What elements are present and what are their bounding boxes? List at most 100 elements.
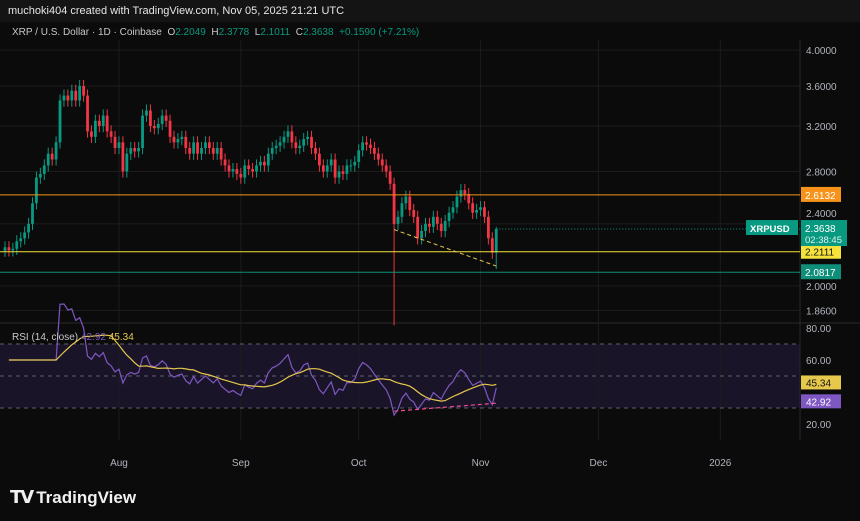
candle-body xyxy=(7,247,11,251)
candle-body xyxy=(160,115,164,124)
candle-body xyxy=(239,173,243,178)
candle-body xyxy=(137,147,141,152)
rsi-tick-label: 60.00 xyxy=(806,356,831,367)
rsi-label-box xyxy=(801,394,841,409)
candle-body xyxy=(380,159,384,166)
candle-body xyxy=(428,223,431,227)
candle-body xyxy=(11,248,15,251)
candle-body xyxy=(78,86,82,101)
symbol-tag: XRPUSD xyxy=(750,224,790,235)
candle-body xyxy=(121,142,125,172)
candle-body xyxy=(19,238,23,242)
rsi-trendline xyxy=(394,402,497,412)
candle-body xyxy=(274,145,278,148)
candle-body xyxy=(215,147,219,154)
candle-body xyxy=(369,144,372,148)
x-tick-label: Aug xyxy=(110,458,128,469)
candle-body xyxy=(471,203,475,213)
symbol-tag-box xyxy=(746,220,798,236)
candle-body xyxy=(255,165,258,172)
candle-body xyxy=(479,207,482,210)
candle-body xyxy=(306,136,310,140)
candle-body xyxy=(125,153,129,172)
candle-body xyxy=(211,147,215,154)
candle-body xyxy=(345,165,349,174)
candle-body xyxy=(486,216,490,239)
candle-body xyxy=(105,115,109,132)
candle-body xyxy=(251,169,254,172)
candle-body xyxy=(117,142,121,148)
x-tick-label: 2026 xyxy=(709,458,732,469)
candle-body xyxy=(62,95,66,101)
candle-body xyxy=(50,153,54,160)
candle-body xyxy=(404,196,408,204)
low-label: L xyxy=(254,27,261,38)
x-tick-label: Sep xyxy=(232,458,250,469)
candle-body xyxy=(66,95,70,101)
candle-body xyxy=(420,231,423,239)
candle-body xyxy=(396,216,400,224)
y-tick-label: 1.8600 xyxy=(806,307,837,318)
rsi-ma-value: 45.34 xyxy=(108,332,134,343)
candle-body xyxy=(483,207,486,217)
candle-body xyxy=(129,147,133,154)
candle-body xyxy=(388,171,392,184)
candle-body xyxy=(219,147,223,160)
candle-body xyxy=(247,165,251,170)
close-label: C xyxy=(295,27,303,38)
candle-body xyxy=(341,171,345,174)
candle-body xyxy=(325,165,329,172)
rsi-title: RSI (14, close) xyxy=(12,332,79,343)
candle-body xyxy=(294,142,298,148)
y-tick-label: 4.0000 xyxy=(806,46,837,57)
candle-body xyxy=(412,209,416,217)
candle-body xyxy=(475,209,478,213)
y-tick-label: 3.6000 xyxy=(806,82,837,93)
candle-body xyxy=(168,120,172,137)
candle-body xyxy=(207,142,211,148)
candle-body xyxy=(35,177,38,204)
candle-body xyxy=(357,150,361,162)
last-price-box xyxy=(801,220,847,247)
price-chart[interactable]: Aug Sep Oct Nov Dec 2026 4.0000 3.6000 3.2000 2.8… xyxy=(0,22,860,502)
candle-body xyxy=(353,161,357,166)
candle-body xyxy=(235,169,239,174)
candle-body xyxy=(361,142,365,151)
candle-body xyxy=(490,238,494,253)
x-tick-label: Nov xyxy=(472,458,490,469)
candle-body xyxy=(42,165,46,174)
high-label: H xyxy=(211,27,219,38)
candle-body xyxy=(424,223,427,232)
candle-body xyxy=(109,131,113,137)
candle-body xyxy=(97,120,101,127)
candle-body xyxy=(400,203,404,217)
candle-body xyxy=(302,139,306,146)
candle-body xyxy=(93,120,97,137)
candle-body xyxy=(54,142,58,160)
last-price-label: 2.3638 xyxy=(805,224,836,235)
chart-caption: muchoki404 created with TradingView.com,… xyxy=(0,0,860,22)
candle-body xyxy=(46,153,50,166)
candle-body xyxy=(3,247,7,251)
candle-body xyxy=(156,123,160,129)
open-label: O xyxy=(167,27,176,38)
candle-body xyxy=(408,196,412,210)
rsi-tick-label: 80.00 xyxy=(806,324,831,335)
candle-body xyxy=(455,196,459,208)
price-label: 2.0817 xyxy=(805,268,836,279)
candle-body xyxy=(15,241,19,249)
candle-body xyxy=(329,159,333,166)
candle-body xyxy=(447,212,451,222)
candle-body xyxy=(243,165,247,178)
candle-body xyxy=(365,142,368,145)
candle-body xyxy=(188,147,192,154)
candle-body xyxy=(431,216,435,227)
candle-body xyxy=(23,232,27,239)
candle-body xyxy=(31,203,34,224)
rsi-ma-axis-label: 45.34 xyxy=(806,378,831,389)
high-value: 2.3778 xyxy=(218,27,250,38)
candle-body xyxy=(310,136,313,148)
candle-body xyxy=(376,153,380,160)
candle-body xyxy=(58,100,62,143)
candle-body xyxy=(494,229,498,253)
